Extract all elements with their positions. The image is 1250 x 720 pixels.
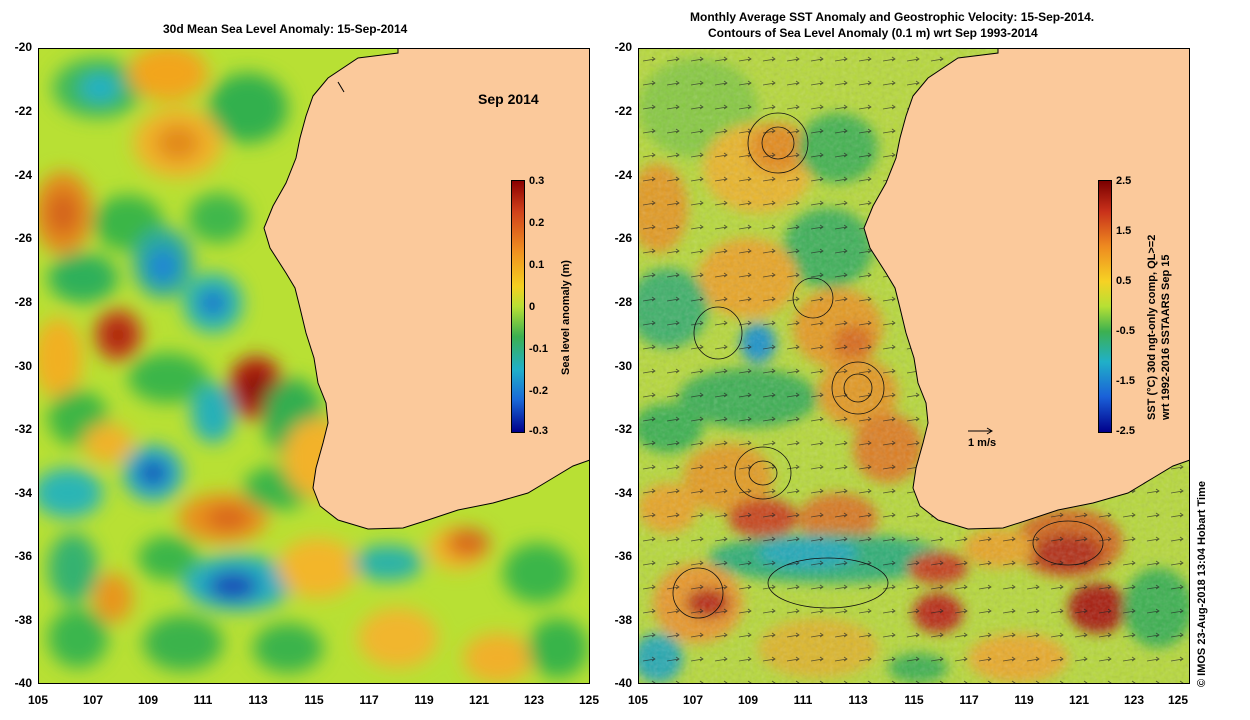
left-y-tick: -34 bbox=[14, 486, 32, 500]
left-colorbar-ticks: 0.3 0.2 0.1 0 -0.1 -0.2 -0.3 bbox=[529, 175, 559, 440]
right-cb-tick: 2.5 bbox=[1116, 175, 1132, 187]
left-cb-tick: -0.1 bbox=[529, 343, 548, 355]
left-x-tick: 123 bbox=[523, 693, 545, 707]
right-cb-tick: 0.5 bbox=[1116, 275, 1132, 287]
left-x-tick: 117 bbox=[359, 693, 379, 707]
left-y-tick: -28 bbox=[14, 295, 32, 309]
right-x-tick: 107 bbox=[682, 693, 704, 707]
left-x-tick: 105 bbox=[27, 693, 49, 707]
right-y-tick: -24 bbox=[614, 168, 632, 182]
left-y-tick: -24 bbox=[14, 168, 32, 182]
left-x-tick: 121 bbox=[468, 693, 490, 707]
right-cb-tick: 1.5 bbox=[1116, 225, 1132, 237]
left-y-axis: -20 -22 -24 -26 -28 -30 -32 -34 -36 -38 … bbox=[0, 40, 34, 700]
left-colorbar bbox=[511, 180, 525, 433]
right-x-tick: 115 bbox=[904, 693, 924, 707]
right-y-tick: -38 bbox=[614, 613, 632, 627]
right-y-tick: -40 bbox=[614, 676, 632, 690]
left-colorbar-label: Sea level anomaly (m) bbox=[560, 260, 572, 375]
left-y-tick: -40 bbox=[14, 676, 32, 690]
sep-2014-label: Sep 2014 bbox=[478, 91, 539, 107]
right-y-tick: -32 bbox=[614, 422, 632, 436]
left-x-tick: 115 bbox=[304, 693, 324, 707]
right-cb-tick: -0.5 bbox=[1116, 325, 1135, 337]
left-y-tick: -36 bbox=[14, 549, 32, 563]
right-y-tick: -36 bbox=[614, 549, 632, 563]
left-sla-map bbox=[38, 48, 590, 684]
right-x-axis: 105 107 109 111 113 115 117 119 121 123 … bbox=[628, 693, 1198, 713]
left-x-tick: 107 bbox=[82, 693, 104, 707]
left-y-tick: -22 bbox=[14, 104, 32, 118]
left-y-tick: -20 bbox=[14, 40, 32, 54]
right-y-tick: -26 bbox=[614, 231, 632, 245]
left-cb-tick: 0.1 bbox=[529, 259, 545, 271]
right-y-tick: -20 bbox=[614, 40, 632, 54]
left-y-tick: -38 bbox=[14, 613, 32, 627]
left-y-tick: -30 bbox=[14, 359, 32, 373]
left-x-tick: 109 bbox=[137, 693, 159, 707]
right-x-tick: 121 bbox=[1068, 693, 1090, 707]
right-colorbar-label-line2: wrt 1992-2016 SSTAARS Sep 15 bbox=[1160, 254, 1172, 420]
right-x-tick: 117 bbox=[959, 693, 979, 707]
right-cb-tick: -1.5 bbox=[1116, 375, 1135, 387]
right-y-axis: -20 -22 -24 -26 -28 -30 -32 -34 -36 -38 … bbox=[600, 40, 634, 700]
left-cb-tick: 0.3 bbox=[529, 175, 545, 187]
right-colorbar-label-line1: SST (°C) 30d ngt-only comp, QL>=2 bbox=[1146, 234, 1158, 420]
right-map-title-line2: Contours of Sea Level Anomaly (0.1 m) wr… bbox=[708, 26, 1038, 40]
right-map-title-line1: Monthly Average SST Anomaly and Geostrop… bbox=[690, 10, 1095, 24]
left-x-axis: 105 107 109 111 113 115 117 119 121 123 … bbox=[28, 693, 599, 713]
right-y-tick: -34 bbox=[614, 486, 632, 500]
left-cb-tick: 0.2 bbox=[529, 217, 545, 229]
right-x-tick: 105 bbox=[627, 693, 649, 707]
left-map-title: 30d Mean Sea Level Anomaly: 15-Sep-2014 bbox=[163, 22, 408, 36]
left-x-tick: 113 bbox=[248, 693, 268, 707]
left-cb-tick: -0.2 bbox=[529, 385, 548, 397]
imos-credit: © IMOS 23-Aug-2018 13:04 Hobart Time bbox=[1196, 481, 1208, 687]
velocity-scale-label: 1 m/s bbox=[968, 437, 997, 449]
left-cb-tick: -0.3 bbox=[529, 425, 548, 437]
left-x-tick: 125 bbox=[578, 693, 600, 707]
right-x-tick: 111 bbox=[793, 693, 813, 707]
left-x-tick: 111 bbox=[193, 693, 213, 707]
right-y-tick: -22 bbox=[614, 104, 632, 118]
right-x-tick: 109 bbox=[737, 693, 759, 707]
right-colorbar-ticks: 2.5 1.5 0.5 -0.5 -1.5 -2.5 bbox=[1116, 175, 1146, 440]
right-cb-tick: -2.5 bbox=[1116, 425, 1135, 437]
right-x-tick: 119 bbox=[1014, 693, 1034, 707]
left-x-tick: 119 bbox=[414, 693, 434, 707]
right-x-tick: 125 bbox=[1167, 693, 1189, 707]
right-y-tick: -28 bbox=[614, 295, 632, 309]
left-y-tick: -26 bbox=[14, 231, 32, 245]
right-y-tick: -30 bbox=[614, 359, 632, 373]
right-x-tick: 113 bbox=[848, 693, 868, 707]
right-x-tick: 123 bbox=[1123, 693, 1145, 707]
left-cb-tick: 0 bbox=[529, 301, 536, 313]
right-colorbar bbox=[1098, 180, 1112, 433]
left-y-tick: -32 bbox=[14, 422, 32, 436]
